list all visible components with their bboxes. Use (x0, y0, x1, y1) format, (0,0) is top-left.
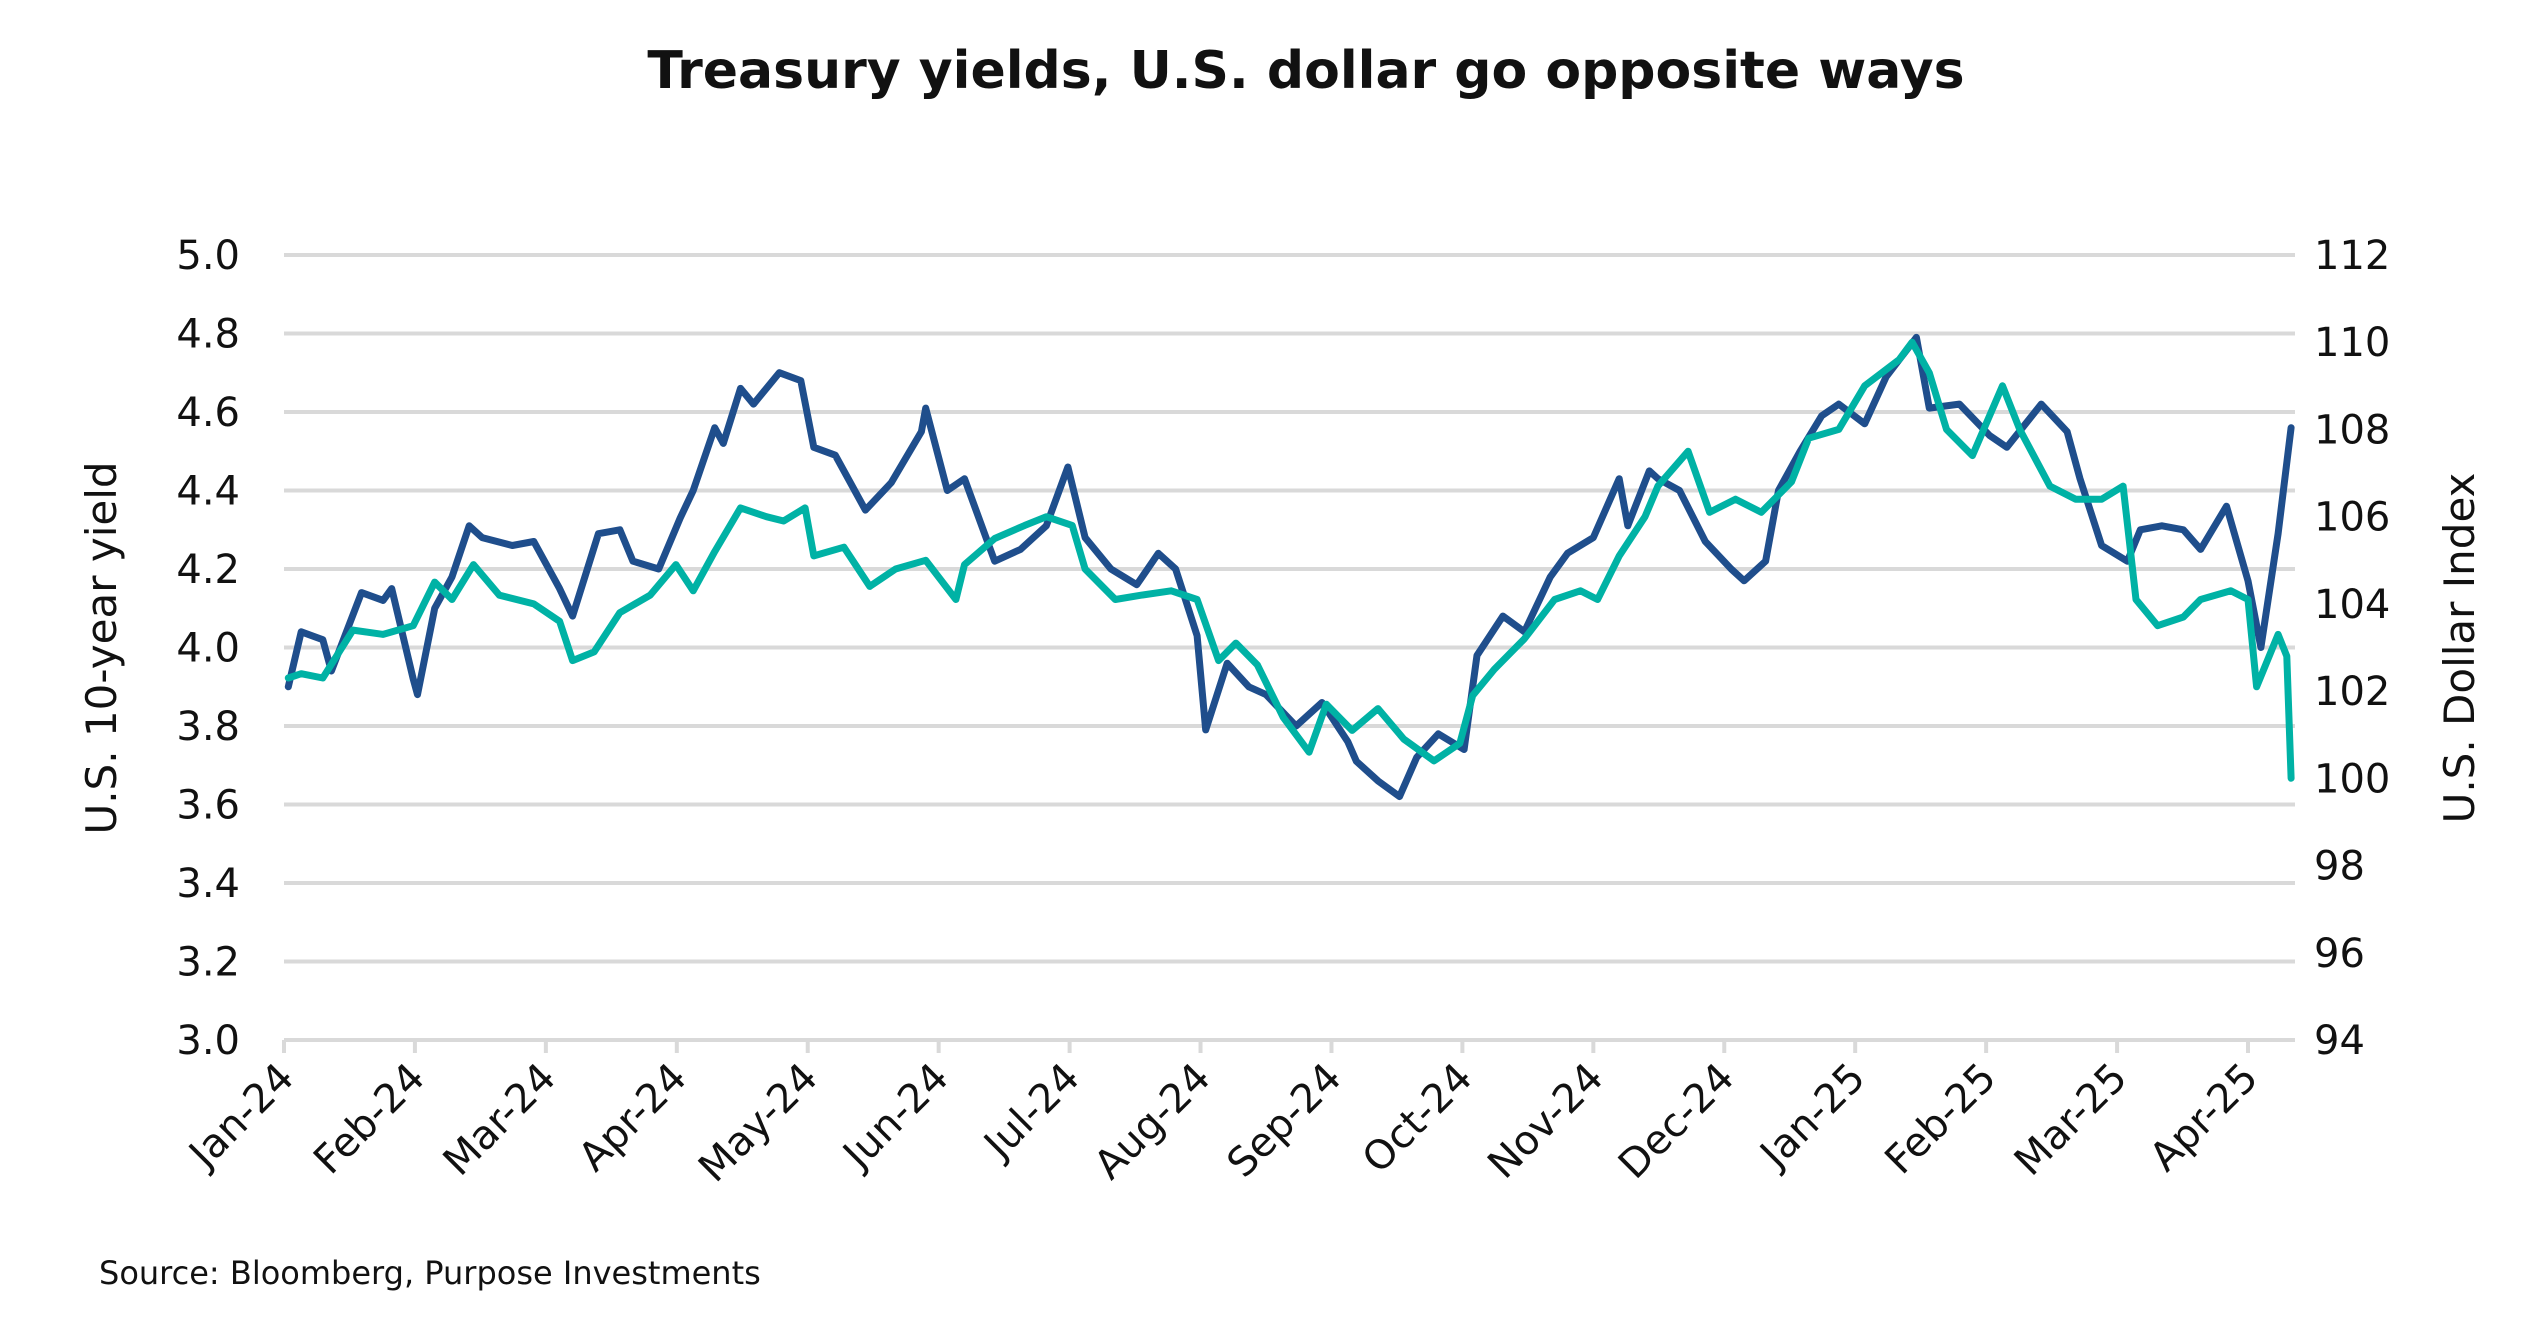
y-left-tick-label: 3.6 (176, 783, 240, 829)
y-right-tick-label: 110 (2314, 320, 2390, 366)
y-left-tick-label: 3.0 (176, 1018, 240, 1064)
x-tick-label: Oct-24 (1354, 1055, 1482, 1183)
y-right-tick-label: 106 (2314, 495, 2390, 541)
series-lines (284, 333, 2295, 801)
y-left-tick-label: 4.4 (176, 469, 240, 515)
y-right-tick-label: 96 (2314, 931, 2365, 977)
y-left-tick-label: 5.0 (176, 233, 240, 279)
x-tick-label: Feb-24 (305, 1055, 434, 1184)
y-right-tick-label: 94 (2314, 1018, 2365, 1064)
y-axis-right-ticks: 94 96 98 100 102 104 106 108 110 112 (2314, 233, 2390, 1064)
y-right-tick-label: 112 (2314, 233, 2390, 279)
x-tick-label: Feb-25 (1876, 1055, 2005, 1184)
x-tick-label: Sep-24 (1218, 1055, 1350, 1187)
chart-title: Treasury yields, U.S. dollar go opposite… (647, 41, 1964, 101)
x-tick-label: Jun-24 (833, 1055, 958, 1180)
y-left-tick-label: 4.2 (176, 547, 240, 593)
series-line-dollar-index (284, 338, 2295, 782)
y-left-tick-label: 3.2 (176, 940, 240, 986)
y-axis-right-title: U.S. Dollar Index (2435, 473, 2484, 824)
gridlines (284, 253, 2295, 1042)
x-tick-label: Nov-24 (1479, 1055, 1612, 1188)
y-axis-left-ticks: 3.0 3.2 3.4 3.6 3.8 4.0 4.2 4.4 4.6 4.8 5.0 (176, 233, 240, 1064)
x-tick-label: Apr-25 (2141, 1055, 2267, 1181)
x-tick-label: May-24 (690, 1055, 827, 1192)
y-right-tick-label: 100 (2314, 756, 2390, 802)
x-tick-label: Jan-25 (1750, 1055, 1874, 1179)
source-note: Source: Bloomberg, Purpose Investments (99, 1254, 761, 1292)
x-tick-label: Jul-24 (974, 1055, 1089, 1170)
y-right-tick-label: 98 (2314, 844, 2365, 890)
x-tick-label: Apr-24 (570, 1055, 696, 1181)
y-left-tick-label: 3.8 (176, 704, 240, 750)
y-right-tick-label: 104 (2314, 582, 2390, 628)
x-tick-label: Mar-25 (2006, 1055, 2136, 1185)
y-left-tick-label: 4.6 (176, 390, 240, 436)
x-tick-label: Mar-24 (435, 1055, 565, 1185)
y-left-tick-label: 4.0 (176, 626, 240, 672)
y-left-tick-label: 3.4 (176, 861, 240, 907)
x-tick-label: Dec-24 (1610, 1055, 1743, 1188)
y-left-tick-label: 4.8 (176, 312, 240, 358)
y-right-tick-label: 102 (2314, 669, 2390, 715)
x-tick-label: Jan-24 (179, 1055, 303, 1179)
y-right-tick-label: 108 (2314, 407, 2390, 453)
x-tick-label: Aug-24 (1086, 1055, 1220, 1189)
y-axis-left-title: U.S. 10-year yield (77, 461, 126, 834)
